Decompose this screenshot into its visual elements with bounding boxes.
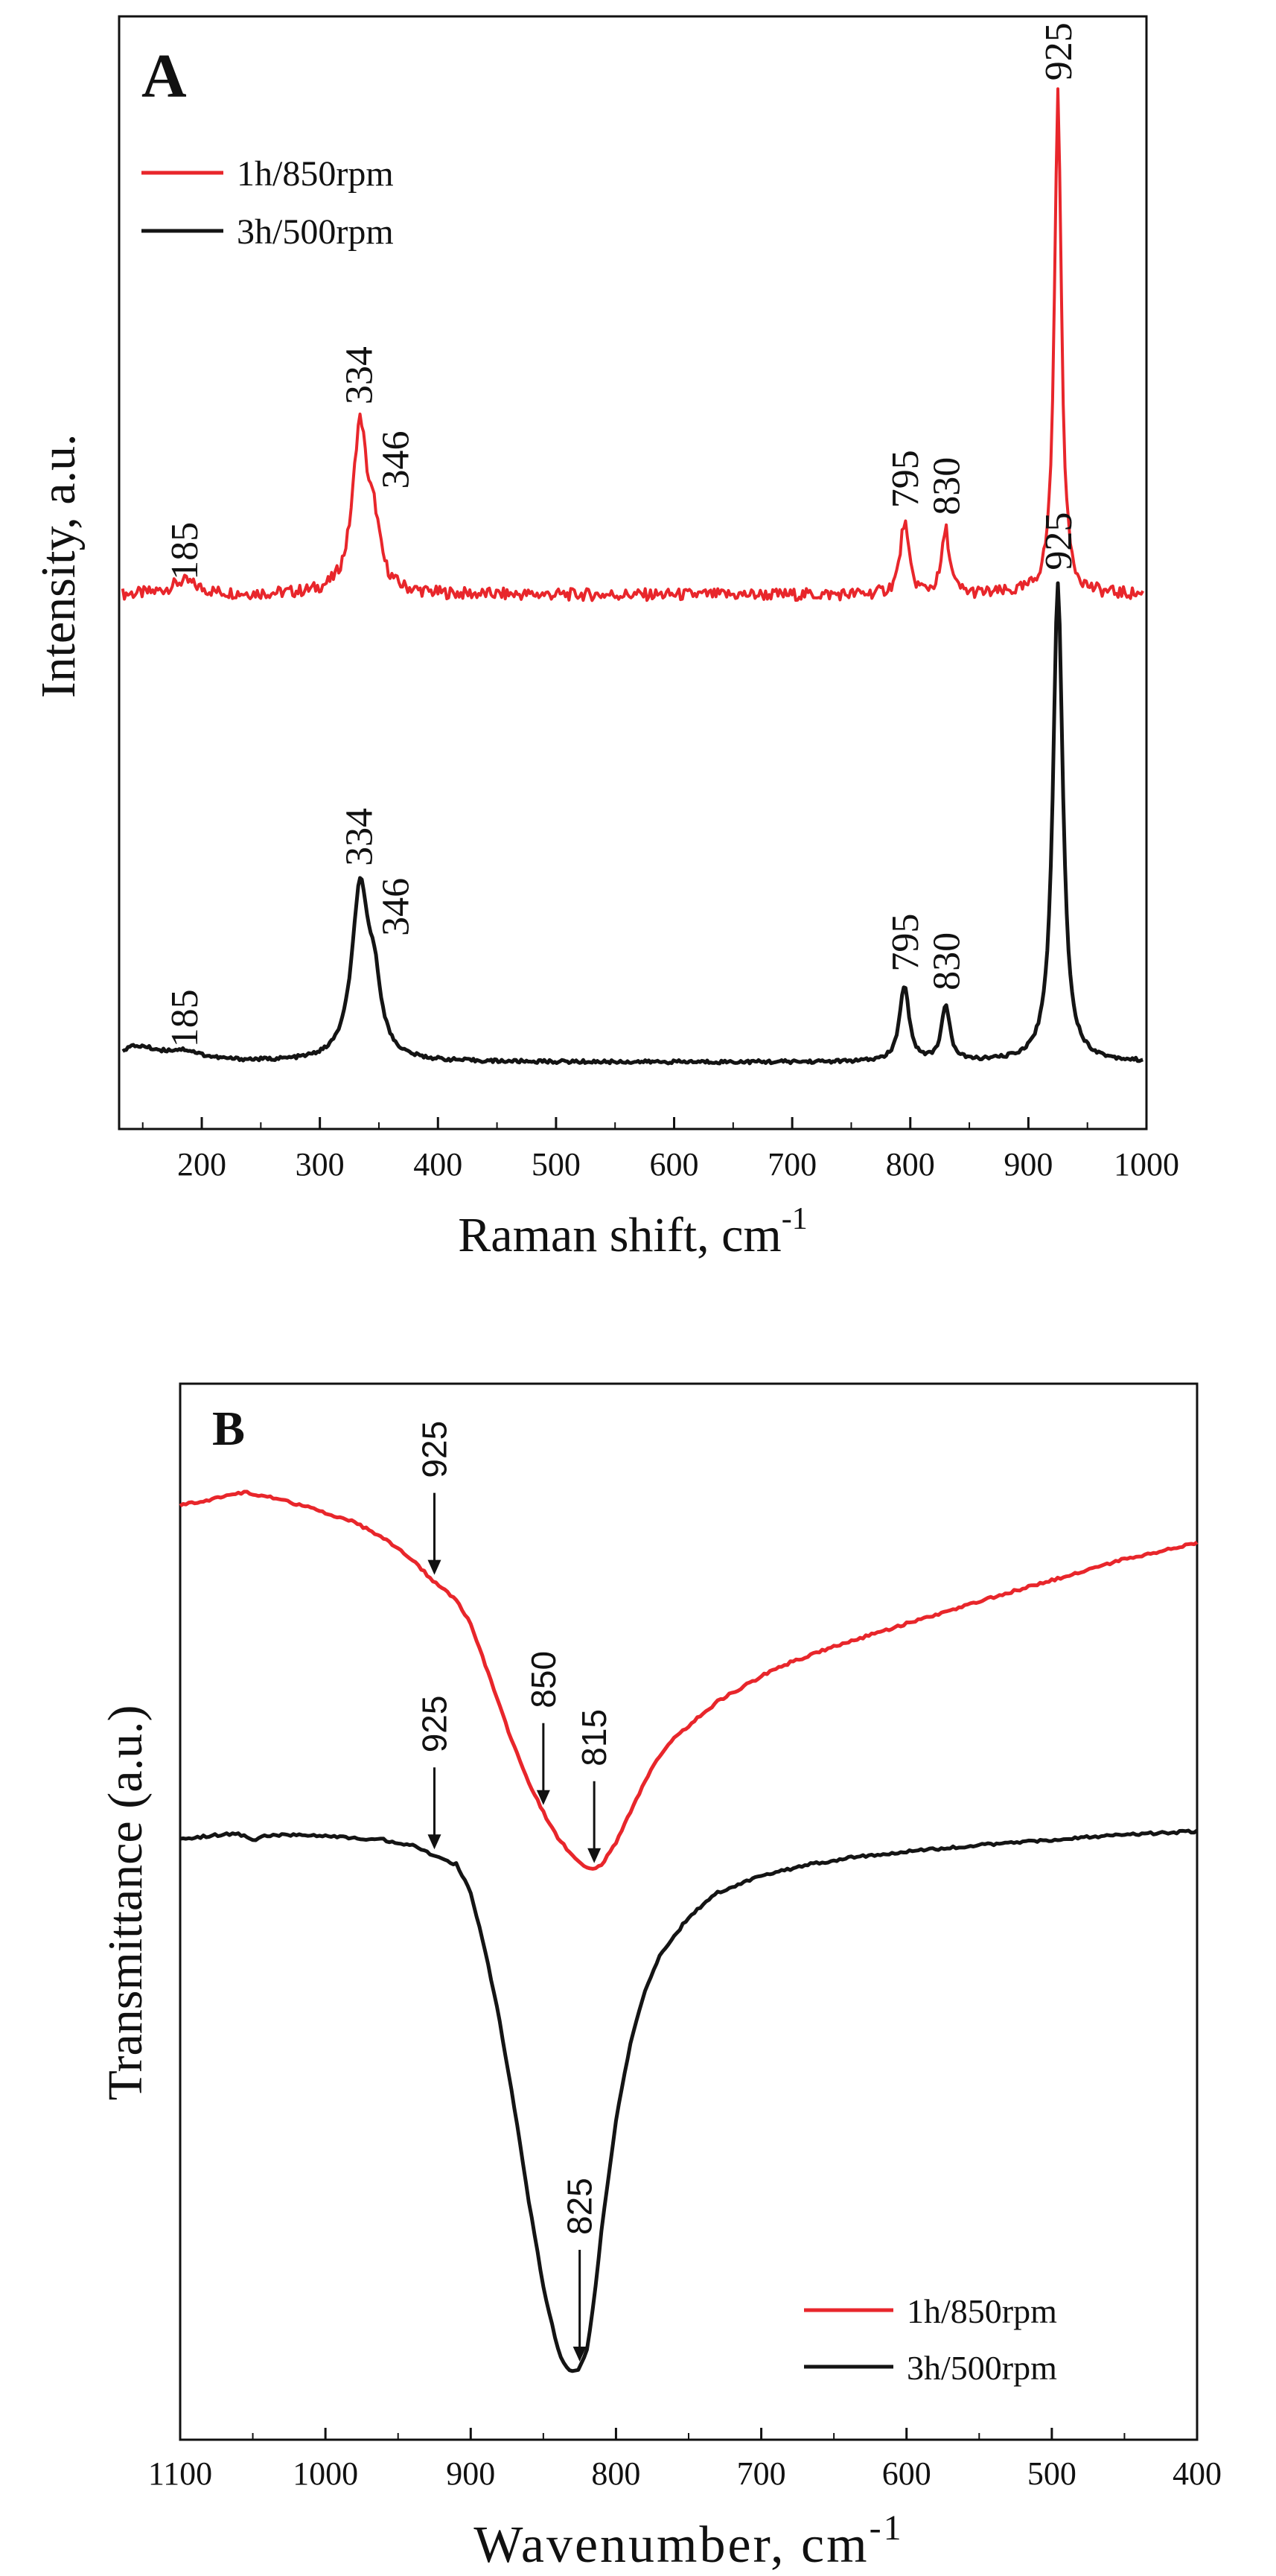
ftir-x-tick-label-1100: 1100 (148, 2455, 212, 2492)
raman-x-tick-label-900: 900 (1004, 1146, 1053, 1183)
raman-x-tick-label-500: 500 (532, 1146, 581, 1183)
ftir-chart: B 925 850 815 925 825 1h/850rpm 3h/500rpm 11… (98, 1382, 1222, 2574)
ftir-panel-label: B (212, 1402, 245, 1456)
ftir-peak-label-925-1h-850rpm: 925 (415, 1421, 454, 1478)
ftir-arrowhead-925-1h-850rpm (427, 1559, 441, 1575)
ftir-x-tick-label-600: 600 (882, 2455, 931, 2492)
raman-peak-label-925-1h-850rpm: 925 (1038, 22, 1080, 80)
ftir-y-axis-title: Transmittance (a.u.) (98, 1705, 153, 2101)
ftir-x-tick-label-700: 700 (737, 2455, 786, 2492)
raman-x-tick-label-1000: 1000 (1114, 1146, 1179, 1183)
ftir-x-tick-label-1000: 1000 (293, 2455, 358, 2492)
raman-legend: 1h/850rpm 3h/500rpm (141, 154, 394, 252)
ftir-x-tick-label-500: 500 (1027, 2455, 1076, 2492)
raman-x-axis: 200 300 400 500 600 700 800 900 1000 (141, 1117, 1179, 1183)
raman-peak-label-185-1h-850rpm: 185 (164, 522, 206, 580)
raman-y-axis-title: Intensity, a.u. (31, 434, 86, 699)
ftir-series-3h-500rpm (179, 1828, 1199, 2373)
ftir-peak-labels: 925 850 815 925 825 (415, 1421, 613, 2362)
ftir-arrowhead-925-3h-500rpm (427, 1834, 441, 1850)
ftir-x-axis-title: Wavenumber, cm-1 (473, 2508, 903, 2574)
raman-x-axis-title: Raman shift, cm-1 (458, 1202, 807, 1262)
raman-legend-label-1h-850rpm: 1h/850rpm (237, 154, 394, 194)
raman-panel-label: A (141, 42, 187, 111)
ftir-x-axis: 1100 1000 900 800 700 600 500 400 (148, 2428, 1222, 2492)
raman-x-tick-label-600: 600 (650, 1146, 699, 1183)
ftir-legend-label-1h-850rpm: 1h/850rpm (907, 2292, 1057, 2330)
ftir-x-tick-label-400: 400 (1173, 2455, 1222, 2492)
ftir-peak-label-825-3h-500rpm: 825 (561, 2178, 599, 2235)
ftir-arrowhead-850-1h-850rpm (536, 1790, 550, 1805)
ftir-peak-label-925-3h-500rpm: 925 (415, 1696, 454, 1753)
ftir-peak-label-815-1h-850rpm: 815 (575, 1709, 613, 1766)
ftir-arrowhead-815-1h-850rpm (587, 1848, 602, 1863)
raman-peak-label-334-1h-850rpm: 334 (339, 346, 381, 404)
raman-peak-label-925-3h-500rpm: 925 (1038, 512, 1080, 570)
ftir-plot-frame (179, 1382, 1199, 2441)
raman-x-tick-label-800: 800 (886, 1146, 935, 1183)
ftir-series-1h-850rpm (179, 1489, 1199, 1871)
raman-x-tick-label-300: 300 (296, 1146, 345, 1183)
raman-series-3h-500rpm (121, 581, 1143, 1066)
ftir-x-tick-label-900: 900 (446, 2455, 495, 2492)
ftir-legend: 1h/850rpm 3h/500rpm (804, 2292, 1057, 2387)
raman-peak-label-346-1h-850rpm: 346 (375, 431, 418, 489)
raman-peak-label-830-3h-500rpm: 830 (925, 932, 968, 990)
raman-plot-frame (118, 15, 1148, 1130)
raman-x-tick-label-400: 400 (413, 1146, 462, 1183)
ftir-legend-label-3h-500rpm: 3h/500rpm (907, 2349, 1057, 2387)
raman-peak-label-334-3h-500rpm: 334 (339, 808, 381, 866)
raman-peak-label-795-1h-850rpm: 795 (884, 450, 927, 508)
raman-peak-label-830-1h-850rpm: 830 (925, 457, 968, 515)
ftir-peak-label-850-1h-850rpm: 850 (524, 1651, 563, 1708)
raman-peak-label-346-3h-500rpm: 346 (375, 878, 418, 936)
ftir-arrowhead-825-3h-500rpm (572, 2346, 587, 2362)
raman-peak-label-185-3h-500rpm: 185 (164, 989, 206, 1047)
raman-x-tick-label-200: 200 (177, 1146, 226, 1183)
raman-peak-label-795-3h-500rpm: 795 (884, 914, 927, 972)
raman-legend-label-3h-500rpm: 3h/500rpm (237, 212, 394, 252)
raman-series-1h-850rpm (121, 87, 1144, 602)
ftir-x-tick-label-800: 800 (591, 2455, 640, 2492)
raman-x-tick-label-700: 700 (768, 1146, 817, 1183)
